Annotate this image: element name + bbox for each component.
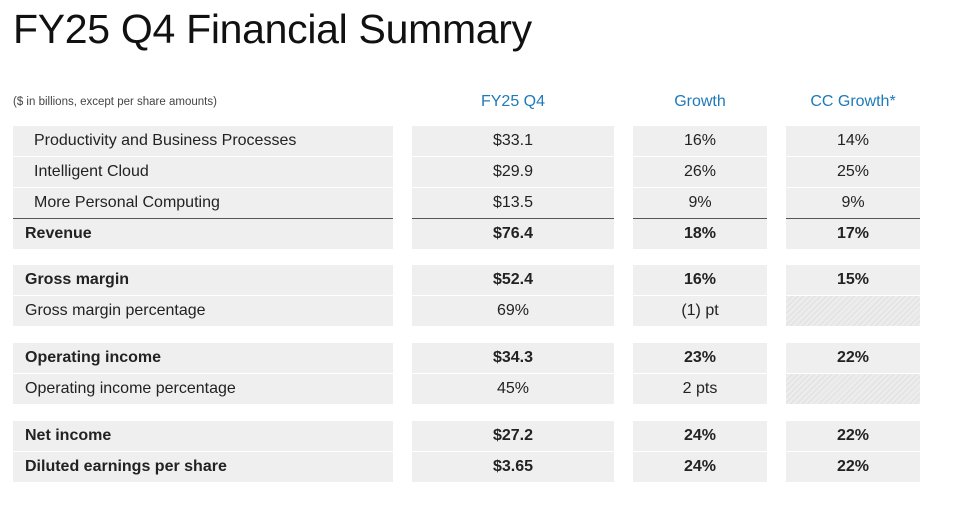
q4-value: $27.2 — [412, 421, 614, 451]
cc-growth-not-applicable-cell — [786, 296, 920, 326]
growth-value: 23% — [633, 343, 767, 373]
q4-value: 69% — [412, 296, 614, 326]
units-note: ($ in billions, except per share amounts… — [13, 96, 217, 108]
growth-value: 18% — [633, 218, 767, 249]
row-label: Gross margin percentage — [13, 296, 393, 326]
row-label: Gross margin — [13, 265, 393, 295]
q4-value: $13.5 — [412, 188, 614, 218]
row-label: Net income — [13, 421, 393, 451]
q4-value: $3.65 — [412, 452, 614, 482]
growth-value: (1) pt — [633, 296, 767, 326]
growth-value: 16% — [633, 126, 767, 156]
cc-growth-value: 22% — [786, 343, 920, 373]
column-header-growth: Growth — [674, 93, 726, 110]
cc-growth-value: 15% — [786, 265, 920, 295]
cc-growth-value: 22% — [786, 452, 920, 482]
growth-value: 9% — [633, 188, 767, 218]
row-label: More Personal Computing — [13, 188, 393, 218]
growth-value: 26% — [633, 157, 767, 187]
row-label: Revenue — [13, 218, 393, 249]
growth-value: 16% — [633, 265, 767, 295]
column-header-cc-growth: CC Growth* — [810, 93, 896, 110]
cc-growth-value: 25% — [786, 157, 920, 187]
cc-growth-not-applicable-cell — [786, 374, 920, 404]
cc-growth-value: 17% — [786, 218, 920, 249]
q4-value: 45% — [412, 374, 614, 404]
cc-growth-value: 9% — [786, 188, 920, 218]
row-label: Operating income percentage — [13, 374, 393, 404]
q4-value: $34.3 — [412, 343, 614, 373]
q4-value: $76.4 — [412, 218, 614, 249]
q4-value: $29.9 — [412, 157, 614, 187]
growth-value: 2 pts — [633, 374, 767, 404]
cc-growth-value: 22% — [786, 421, 920, 451]
row-label: Productivity and Business Processes — [13, 126, 393, 156]
growth-value: 24% — [633, 421, 767, 451]
cc-growth-value: 14% — [786, 126, 920, 156]
page-title: FY25 Q4 Financial Summary — [13, 6, 532, 52]
row-label: Operating income — [13, 343, 393, 373]
q4-value: $33.1 — [412, 126, 614, 156]
growth-value: 24% — [633, 452, 767, 482]
column-header-fy25-q4: FY25 Q4 — [480, 93, 546, 110]
row-label: Diluted earnings per share — [13, 452, 393, 482]
q4-value: $52.4 — [412, 265, 614, 295]
row-label: Intelligent Cloud — [13, 157, 393, 187]
